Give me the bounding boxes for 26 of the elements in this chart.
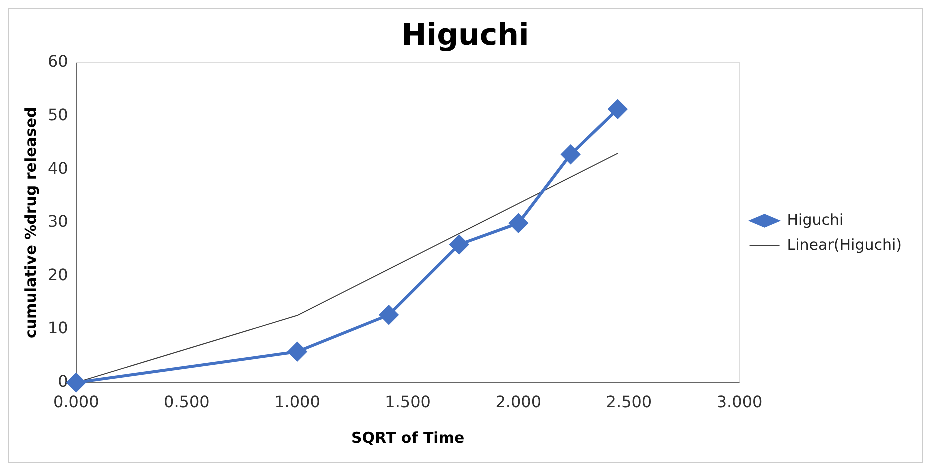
y-axis-title: cumulative %drug released bbox=[22, 107, 40, 339]
x-tick-label: 1.000 bbox=[274, 392, 320, 412]
y-tick-label: 10 bbox=[48, 318, 68, 338]
y-tick-label: 40 bbox=[48, 158, 68, 178]
x-tick-label: 1.500 bbox=[385, 392, 431, 412]
legend-label: Linear(Higuchi) bbox=[787, 236, 902, 254]
x-tick-label: 2.500 bbox=[606, 392, 652, 412]
legend-label: Higuchi bbox=[787, 210, 844, 229]
point bbox=[450, 235, 469, 254]
point bbox=[608, 100, 628, 119]
x-tick-label: 0.000 bbox=[53, 392, 100, 412]
point bbox=[561, 145, 580, 164]
point bbox=[66, 373, 86, 392]
x-axis-title: SQRT of Time bbox=[352, 428, 465, 447]
y-tick-label: 20 bbox=[48, 265, 68, 284]
y-tick-label: 60 bbox=[48, 52, 68, 72]
x-tick-label: 3.000 bbox=[716, 392, 763, 412]
chart-title: Higuchi bbox=[402, 18, 530, 53]
point bbox=[288, 342, 307, 362]
x-tick-label: 2.000 bbox=[496, 392, 542, 412]
y-tick-label: 50 bbox=[48, 105, 68, 124]
y-tick-label: 30 bbox=[48, 212, 68, 232]
point bbox=[509, 214, 528, 233]
x-tick-label: 0.500 bbox=[164, 392, 210, 412]
y-tick-label: 0 bbox=[58, 372, 68, 391]
point bbox=[380, 306, 399, 325]
